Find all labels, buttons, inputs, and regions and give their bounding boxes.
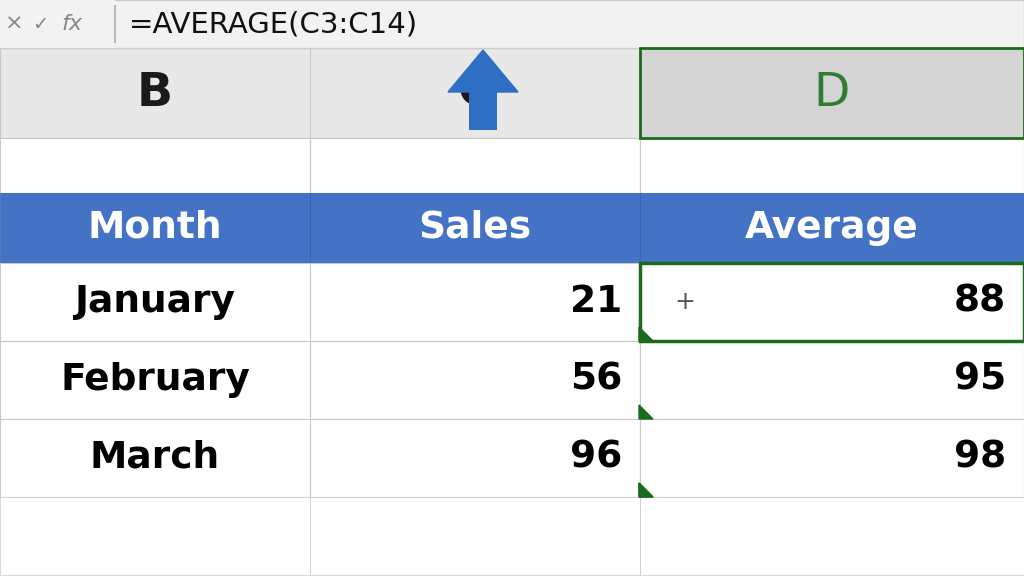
Bar (0, 48, 310, 138)
Polygon shape (639, 483, 653, 497)
Bar (640, 138, 1024, 193)
Bar (640, 419, 1024, 497)
Text: 95: 95 (953, 362, 1006, 398)
Bar (0, 138, 310, 193)
Bar (640, 263, 1024, 341)
Bar (310, 341, 640, 419)
Text: Average: Average (745, 210, 919, 246)
Text: 96: 96 (569, 440, 622, 476)
Bar (640, 341, 1024, 419)
Bar (0, 193, 310, 263)
Bar (0, 0, 115, 48)
Bar (0, 263, 310, 341)
Bar (640, 48, 1024, 138)
Text: March: March (90, 440, 220, 476)
Bar (0, 419, 310, 497)
Text: 21: 21 (569, 284, 622, 320)
Text: 56: 56 (569, 362, 622, 398)
Text: Month: Month (88, 210, 222, 246)
Bar (0, 341, 310, 419)
Text: 88: 88 (953, 284, 1006, 320)
Text: 98: 98 (953, 440, 1006, 476)
Polygon shape (639, 405, 653, 419)
Polygon shape (639, 483, 653, 497)
Text: January: January (75, 284, 236, 320)
Text: B: B (137, 70, 173, 116)
Text: fx: fx (61, 14, 83, 34)
Bar (640, 193, 1024, 263)
Bar (640, 48, 1024, 138)
Bar (0, 0, 1024, 48)
Text: C: C (458, 70, 493, 116)
Bar (640, 497, 1024, 575)
Bar (310, 419, 640, 497)
Text: ×: × (5, 14, 24, 34)
Text: +: + (675, 290, 695, 314)
Text: =AVERAGE(C3:C14): =AVERAGE(C3:C14) (129, 10, 418, 38)
Bar (640, 263, 1024, 341)
Bar (469, 92, 497, 130)
Text: D: D (814, 70, 850, 116)
Text: February: February (60, 362, 250, 398)
Polygon shape (639, 327, 653, 341)
Bar (310, 138, 640, 193)
Bar (310, 497, 640, 575)
Bar (310, 263, 640, 341)
Polygon shape (449, 50, 518, 92)
Bar (310, 193, 640, 263)
Text: Sales: Sales (419, 210, 531, 246)
Text: ✓: ✓ (32, 14, 48, 33)
Bar (0, 497, 310, 575)
Bar (310, 48, 640, 138)
